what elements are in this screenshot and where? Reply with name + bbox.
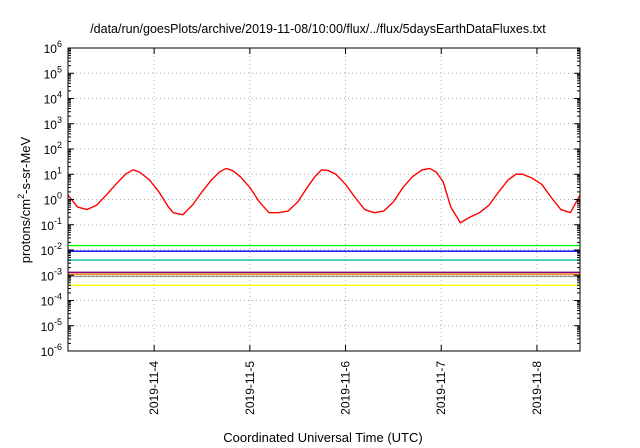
x-tick-label: 2019-11-8 xyxy=(530,361,544,415)
y-tick-label: 10-3 xyxy=(41,266,62,283)
y-axis-label: protons/cm2-s-sr-MeV xyxy=(16,136,33,263)
y-tick-label-exponent: 2 xyxy=(57,140,62,150)
x-tick-label: 2019-11-6 xyxy=(339,361,353,415)
y-tick-label: 10-4 xyxy=(41,292,62,309)
y-axis-label-sup: 2 xyxy=(16,194,26,199)
grid xyxy=(68,48,580,351)
series-line xyxy=(68,167,580,224)
y-tick-label-base: 10 xyxy=(44,194,58,208)
y-tick-label: 10-2 xyxy=(41,241,62,258)
y-tick-label: 104 xyxy=(44,90,62,107)
y-tick-label-base: 10 xyxy=(44,143,58,157)
y-tick-label: 10-1 xyxy=(41,216,62,233)
y-tick-label-base: 10 xyxy=(44,42,58,56)
y-tick-label-base: 10 xyxy=(41,244,55,258)
y-tick-label-exponent: 6 xyxy=(57,39,62,49)
y-axis-label-base: protons/cm xyxy=(18,199,33,263)
y-tick-label-base: 10 xyxy=(41,295,55,309)
chart-title: /data/run/goesPlots/archive/2019-11-08/1… xyxy=(90,22,546,36)
y-tick-label-exponent: 3 xyxy=(57,115,62,125)
x-axis-label: Coordinated Universal Time (UTC) xyxy=(223,430,422,445)
y-tick-label-base: 10 xyxy=(41,345,55,359)
y-tick-label-exponent: 0 xyxy=(57,191,62,201)
y-tick-label-exponent: -4 xyxy=(54,292,62,302)
y-tick-label-base: 10 xyxy=(44,168,58,182)
x-tick-label: 2019-11-5 xyxy=(243,361,257,415)
y-tick-label: 10-6 xyxy=(41,342,62,359)
series-layer xyxy=(68,167,580,286)
y-tick-label-base: 10 xyxy=(44,93,58,107)
y-axis-label-rest: -s-sr-MeV xyxy=(18,136,33,193)
y-tick-label-base: 10 xyxy=(41,320,55,334)
y-tick-label-exponent: -6 xyxy=(54,342,62,352)
x-tick-label: 2019-11-4 xyxy=(147,361,161,415)
y-tick-label: 100 xyxy=(44,191,62,208)
y-tick-label-exponent: 5 xyxy=(57,64,62,74)
y-axis: 10-610-510-410-310-210-11001011021031041… xyxy=(41,39,580,359)
y-tick-label-exponent: -3 xyxy=(54,266,62,276)
y-tick-label-exponent: 1 xyxy=(57,165,62,175)
y-tick-label: 103 xyxy=(44,115,62,132)
x-tick-label: 2019-11-7 xyxy=(434,361,448,415)
y-tick-label-exponent: 4 xyxy=(57,90,62,100)
y-tick-label-base: 10 xyxy=(41,269,55,283)
y-tick-label: 102 xyxy=(44,140,62,157)
y-tick-label-base: 10 xyxy=(41,219,55,233)
y-tick-label-exponent: -1 xyxy=(54,216,62,226)
y-tick-label: 106 xyxy=(44,39,62,56)
y-tick-label-exponent: -2 xyxy=(54,241,62,251)
y-tick-label: 105 xyxy=(44,64,62,81)
y-tick-label-exponent: -5 xyxy=(54,317,62,327)
y-tick-label: 101 xyxy=(44,165,62,182)
y-tick-label-base: 10 xyxy=(44,118,58,132)
y-tick-label-base: 10 xyxy=(44,67,58,81)
y-tick-label: 10-5 xyxy=(41,317,62,334)
x-axis: 2019-11-4 2019-11-5 2019-11-6 2019-11-7 2019… xyxy=(147,48,544,415)
